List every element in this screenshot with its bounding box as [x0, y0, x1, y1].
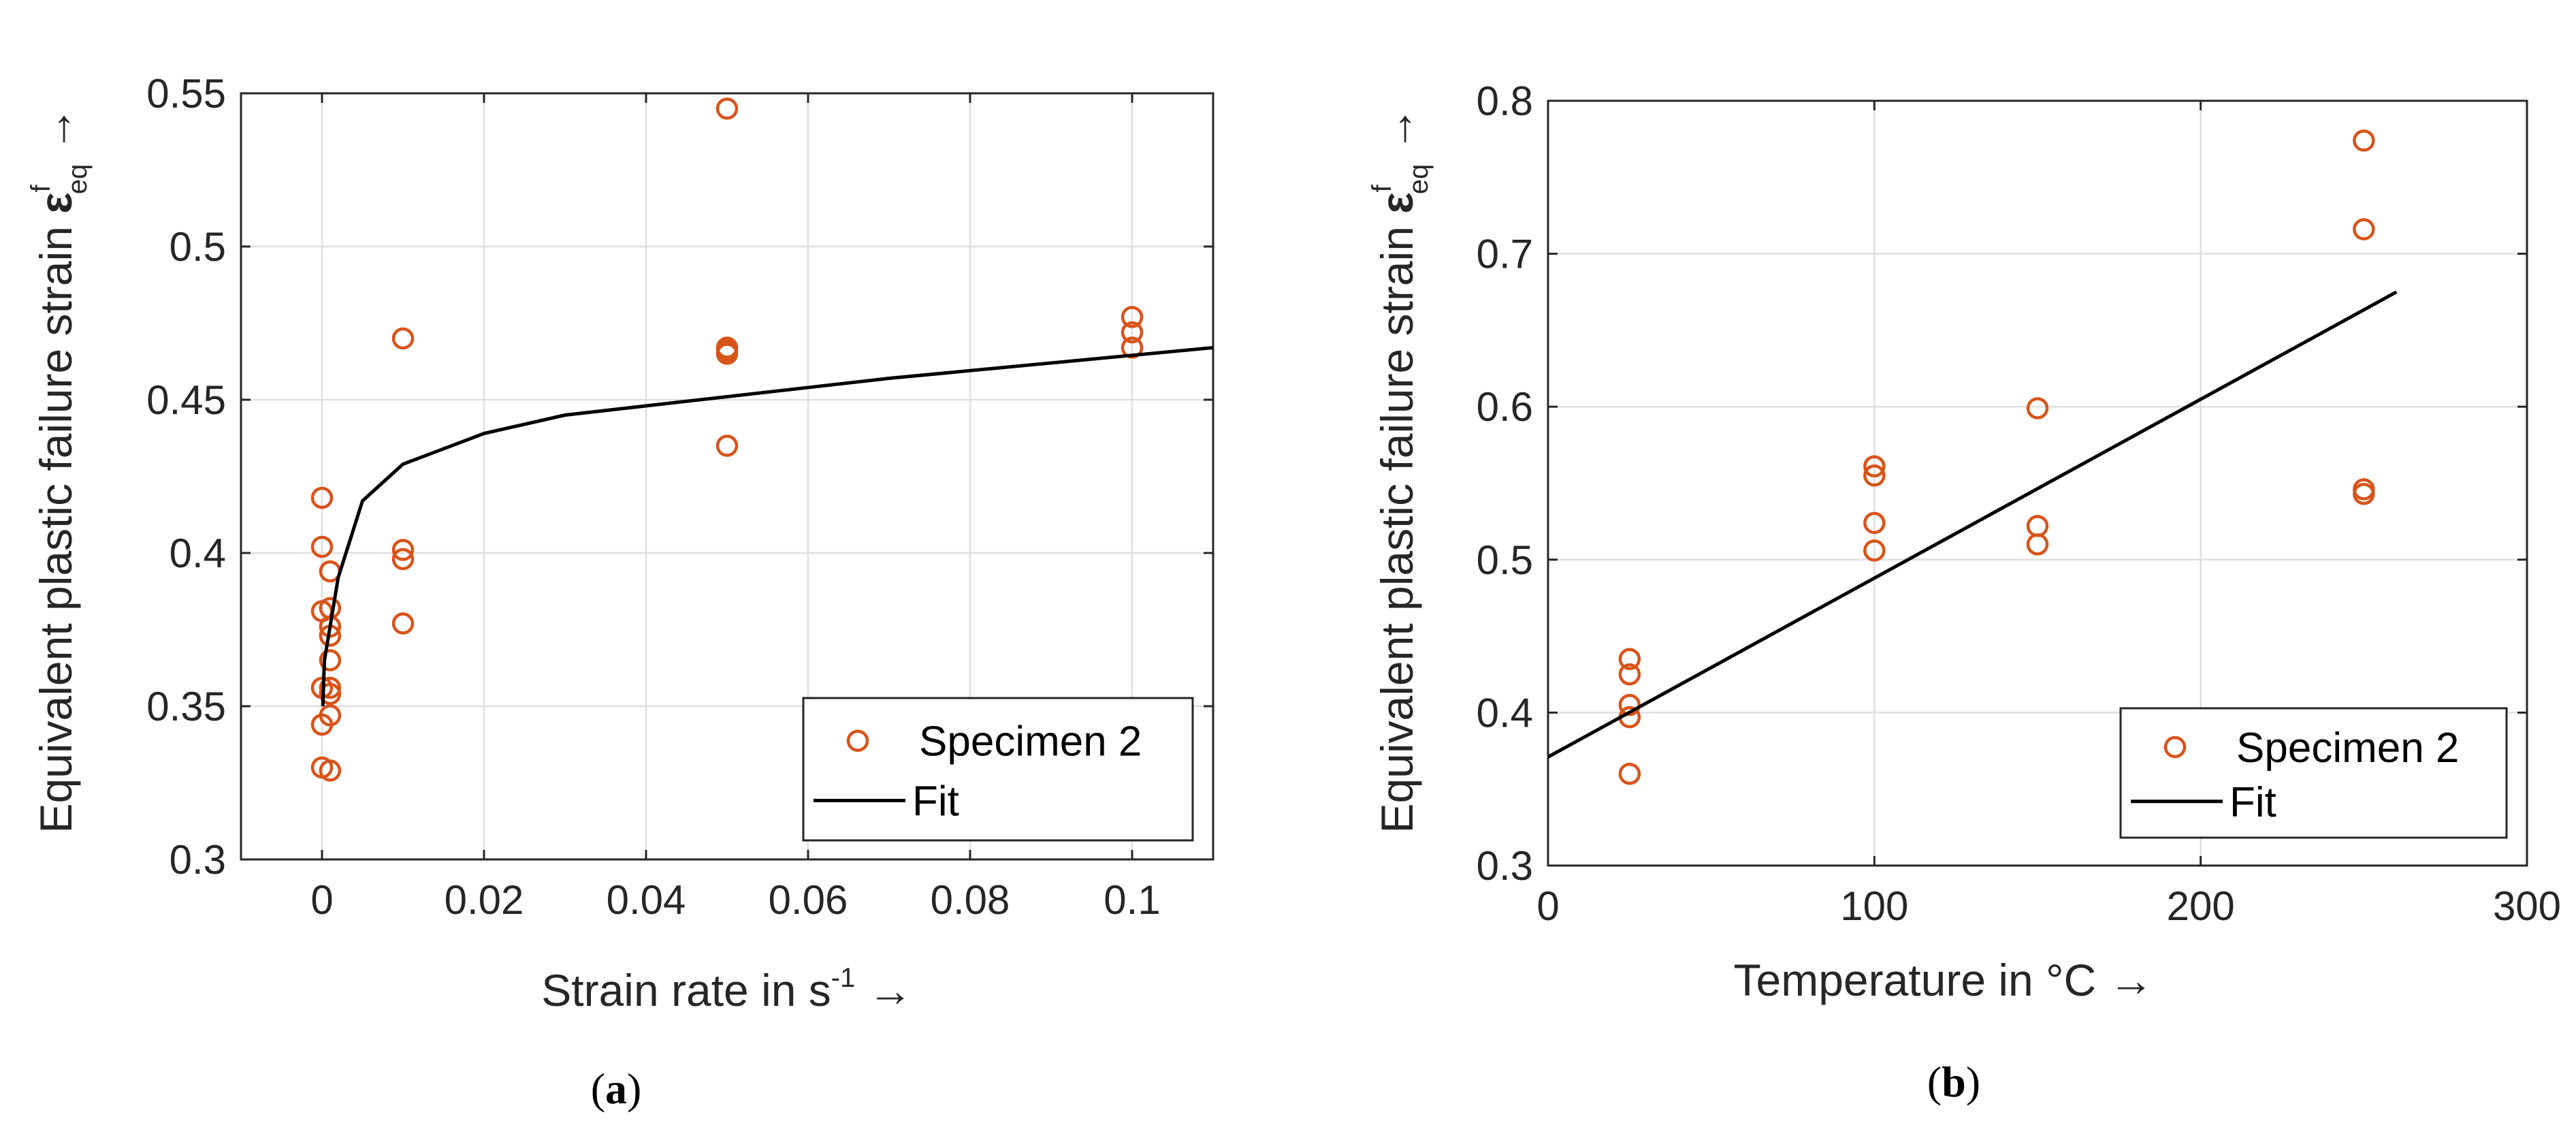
legend-marker-icon — [846, 729, 869, 752]
data-point — [1618, 648, 1641, 671]
legend-label-specimen: Specimen 2 — [2236, 725, 2459, 772]
x-axis-label: Temperature in °C → — [1734, 955, 2154, 1005]
y-axis-label-sub: eq — [1404, 164, 1434, 195]
x-axis-label-sup: -1 — [831, 963, 856, 993]
panel-caption: (a) — [591, 1064, 642, 1113]
caption-paren-open: ( — [591, 1064, 605, 1113]
data-layer — [310, 97, 1213, 782]
caption-paren-close: ) — [627, 1064, 641, 1113]
data-point — [715, 343, 739, 365]
data-point — [391, 539, 415, 561]
y-axis-label-sub: eq — [63, 164, 93, 195]
data-point — [1863, 464, 1886, 487]
data-point — [1618, 663, 1641, 686]
caption-label: a — [605, 1064, 627, 1113]
data-point — [2353, 482, 2375, 505]
data-point — [310, 535, 334, 558]
data-point — [2353, 218, 2375, 240]
x-tick-label: 0.1 — [1104, 877, 1160, 923]
x-tick-label: 0.06 — [769, 877, 848, 923]
y-tick-label: 0.35 — [146, 684, 226, 729]
y-tick-label: 0.5 — [1477, 537, 1533, 583]
data-point — [1121, 321, 1144, 344]
legend-label-fit: Fit — [912, 778, 959, 825]
x-tick-label: 0.04 — [607, 877, 686, 923]
y-tick-label: 0.4 — [1477, 690, 1533, 736]
x-tick-label: 200 — [2167, 883, 2235, 929]
chart-panel-a: 0 0.02 0.04 0.06 0.08 0.1 0.3 0.35 0.4 0.45 0.5 0.5… — [26, 71, 1214, 1113]
legend-label-specimen: Specimen 2 — [919, 718, 1142, 765]
data-point — [319, 682, 342, 706]
data-point — [1863, 511, 1886, 535]
data-point — [2026, 533, 2049, 556]
data-point — [391, 548, 415, 571]
y-tick-label: 0.5 — [170, 224, 226, 270]
x-tick-label: 0.08 — [931, 877, 1010, 923]
data-point — [2353, 129, 2375, 152]
caption-paren-close: ) — [1966, 1058, 1980, 1106]
caption-paren-open: ( — [1927, 1058, 1942, 1106]
data-point — [1618, 762, 1641, 785]
data-point — [1863, 455, 1886, 478]
legend-marker-icon — [2163, 736, 2187, 759]
chart-panel-b: 0 100 200 300 0.3 0.4 0.5 0.6 0.7 0.8 Specimen 2 Fi… — [1367, 78, 2561, 1106]
y-axis-label-arrow: → — [31, 106, 81, 163]
data-layer — [1548, 129, 2398, 785]
y-axis-label-symbol: ε — [31, 192, 81, 213]
x-tick-label: 0 — [310, 877, 333, 923]
data-point — [2026, 397, 2049, 420]
data-point — [1618, 693, 1641, 716]
y-tick-label: 0.6 — [1477, 384, 1533, 430]
y-axis-label-arrow: → — [1372, 106, 1422, 163]
legend: Specimen 2 Fit — [2119, 707, 2508, 839]
data-point — [310, 486, 334, 509]
data-point — [715, 434, 739, 457]
fit-line — [321, 346, 1213, 707]
y-axis-label: Equivalent plastic failure strain εf eq → — [26, 106, 93, 833]
data-point — [391, 612, 415, 635]
y-tick-label: 0.7 — [1477, 232, 1533, 277]
x-tick-label: 0.02 — [445, 877, 524, 923]
y-axis-label-symbol: ε — [1372, 192, 1422, 213]
x-axis-label-arrow: → — [2096, 955, 2153, 1005]
axes-frame — [1547, 99, 2528, 867]
y-axis-label: Equivalent plastic failure strain εf eq → — [1367, 106, 1434, 833]
x-tick-label: 0 — [1536, 883, 1559, 929]
y-tick-label: 0.55 — [146, 71, 226, 116]
data-point — [319, 759, 342, 782]
y-tick-label: 0.45 — [146, 377, 226, 423]
legend-box — [802, 697, 1194, 842]
fit-line — [1548, 290, 2398, 759]
x-axis-label-text: Temperature in °C — [1734, 955, 2097, 1005]
panel-caption: (b) — [1927, 1058, 1980, 1106]
x-tick-label: 300 — [2493, 883, 2561, 929]
x-axis-label-arrow: → — [855, 965, 912, 1015]
axes-frame — [240, 92, 1214, 861]
legend-box — [2119, 707, 2508, 839]
data-point — [1121, 336, 1144, 359]
y-tick-label: 0.8 — [1477, 78, 1533, 124]
y-tick-label: 0.4 — [170, 531, 226, 576]
y-axis-label-sup: f — [26, 184, 56, 192]
legend-label-fit: Fit — [2229, 779, 2276, 826]
data-point — [715, 97, 739, 120]
y-axis-label-text: Equivalent plastic failure strain — [31, 214, 81, 834]
y-tick-label: 0.3 — [170, 837, 226, 883]
y-axis-label-sup: f — [1367, 184, 1397, 192]
caption-label: b — [1942, 1058, 1966, 1106]
x-axis-label-text: Strain rate in s — [541, 965, 831, 1015]
data-point — [319, 676, 342, 699]
legend: Specimen 2 Fit — [802, 697, 1194, 842]
y-tick-label: 0.3 — [1477, 843, 1533, 889]
x-axis-label: Strain rate in s-1 → — [541, 963, 912, 1015]
data-point — [1863, 539, 1886, 562]
data-point — [391, 327, 415, 350]
data-point — [319, 649, 342, 671]
y-axis-label-text: Equivalent plastic failure strain — [1372, 214, 1422, 834]
data-point — [1121, 306, 1144, 328]
data-point — [319, 704, 342, 727]
x-tick-label: 100 — [1840, 883, 1908, 929]
